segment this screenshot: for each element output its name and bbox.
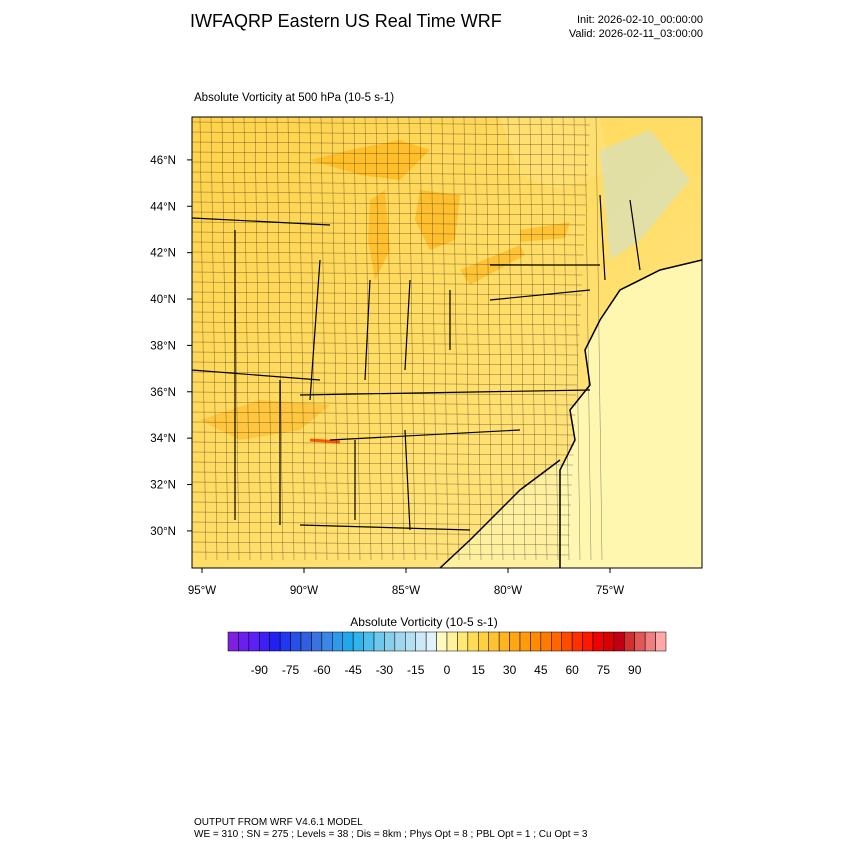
colorbar-label: -75 xyxy=(282,663,300,677)
colorbar-box xyxy=(352,631,364,652)
lat-label: 32°N xyxy=(150,480,176,492)
lake-superior xyxy=(310,140,430,180)
lat-label: 42°N xyxy=(150,248,176,260)
colorbar-box xyxy=(342,631,354,652)
lake-ontario xyxy=(520,222,570,242)
colorbar-box xyxy=(405,631,416,652)
colorbar-box xyxy=(238,631,250,652)
title: IWFAQRP Eastern US Real Time WRF xyxy=(190,11,502,31)
colorbar-label: 30 xyxy=(503,663,517,677)
valid-time: Valid: 2026-02-11_03:00:00 xyxy=(569,28,703,40)
colorbar-label: 45 xyxy=(534,663,548,677)
colorbar-label: -30 xyxy=(376,663,394,677)
colorbar-box xyxy=(488,631,500,652)
colorbar-box xyxy=(446,631,458,652)
colorbar-label: 75 xyxy=(597,663,611,677)
colorbar-label: 15 xyxy=(472,663,486,677)
lat-label: 40°N xyxy=(150,294,176,306)
colorbar-label: 0 xyxy=(444,663,451,677)
lon-label: 80°W xyxy=(494,585,522,597)
vorticity-band xyxy=(200,400,330,440)
county-borders xyxy=(192,117,603,561)
vorticity-max xyxy=(309,438,341,444)
colorbar-box xyxy=(457,631,469,652)
colorbar-box xyxy=(321,631,333,652)
colorbar-box xyxy=(634,631,646,652)
colorbar-title: Absolute Vorticity (10-5 s-1) xyxy=(350,615,497,629)
colorbar-label: 90 xyxy=(628,663,642,677)
colorbar-box xyxy=(259,631,270,652)
lon-label: 90°W xyxy=(290,585,318,597)
colorbar-box xyxy=(509,631,521,652)
colorbar-box xyxy=(603,631,615,652)
colorbar-label: -15 xyxy=(407,663,425,677)
lat-label: 44°N xyxy=(150,201,176,213)
lat-label: 34°N xyxy=(150,433,176,445)
canada-field xyxy=(500,117,610,190)
map-frame xyxy=(191,116,703,569)
negative-area xyxy=(600,130,690,260)
colorbar-box xyxy=(415,631,427,652)
lake-michigan xyxy=(368,190,390,280)
colorbar-label: -45 xyxy=(344,663,362,677)
colorbar-box xyxy=(519,631,531,652)
colorbar-box xyxy=(613,631,625,652)
colorbar-box xyxy=(290,631,302,652)
colorbar-box xyxy=(498,631,510,652)
init-time: Init: 2026-02-10_00:00:00 xyxy=(577,14,703,26)
footer-line: WE = 310 ; SN = 275 ; Levels = 38 ; Dis … xyxy=(194,829,588,840)
colorbar-box xyxy=(592,631,604,652)
lat-label: 36°N xyxy=(150,387,176,399)
colorbar-box xyxy=(582,631,594,652)
colorbar-box xyxy=(248,631,260,652)
colorbar-box xyxy=(279,631,291,652)
lat-label: 46°N xyxy=(150,155,176,167)
colorbar-box xyxy=(425,631,437,652)
map-field xyxy=(192,117,702,568)
colorbar-box xyxy=(551,631,562,652)
colorbar-box xyxy=(561,631,573,652)
lake-huron xyxy=(415,190,460,250)
colorbar-box xyxy=(540,631,552,652)
colorbar-label: -60 xyxy=(313,663,331,677)
map-title: Absolute Vorticity at 500 hPa (10-5 s-1) xyxy=(194,92,394,104)
lat-label: 38°N xyxy=(150,340,176,352)
colorbar-box xyxy=(269,631,281,652)
state-borders xyxy=(192,194,641,531)
colorbar-box xyxy=(384,631,396,652)
colorbar-label: 60 xyxy=(565,663,579,677)
colorbar-box xyxy=(436,631,448,652)
colorbar-label: -90 xyxy=(251,663,269,677)
colorbar-box xyxy=(467,631,479,652)
county-grid xyxy=(192,117,603,561)
ocean xyxy=(560,260,702,568)
colorbar-box xyxy=(363,631,375,652)
colorbar-box xyxy=(478,631,489,652)
colorbar-box xyxy=(571,631,583,652)
colorbar-box xyxy=(530,631,542,652)
footer-line: OUTPUT FROM WRF V4.6.1 MODEL xyxy=(194,817,363,828)
colorbar-box xyxy=(394,631,406,652)
colorbar-box xyxy=(373,631,385,652)
colorbar-box xyxy=(644,631,656,652)
colorbar-box xyxy=(227,631,239,652)
colorbar-box xyxy=(332,631,343,652)
lat-label: 30°N xyxy=(150,526,176,538)
colorbar-box xyxy=(624,631,635,652)
colorbar-box xyxy=(300,631,312,652)
colorbar-box xyxy=(655,631,667,652)
lon-label: 75°W xyxy=(596,585,624,597)
lon-label: 95°W xyxy=(188,585,216,597)
lon-label: 85°W xyxy=(392,585,420,597)
colorbar-box xyxy=(311,631,323,652)
